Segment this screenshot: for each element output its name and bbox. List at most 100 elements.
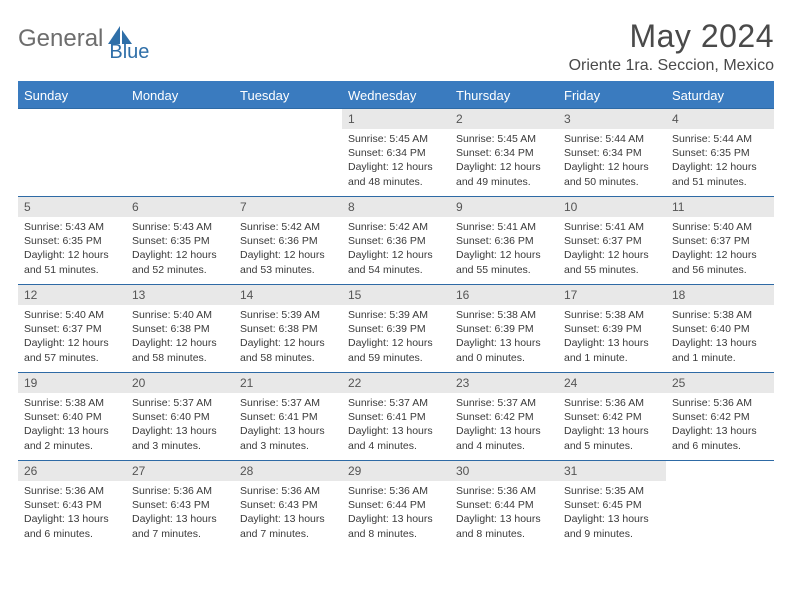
sunset-text: Sunset: 6:44 PM [456,498,552,512]
sunset-text: Sunset: 6:35 PM [132,234,228,248]
weekday-header: Friday [558,82,666,109]
sunset-text: Sunset: 6:40 PM [24,410,120,424]
calendar-day-cell [666,461,774,549]
daylight-text: Daylight: 13 hours and 1 minute. [672,336,768,364]
calendar-day-cell: 23Sunrise: 5:37 AMSunset: 6:42 PMDayligh… [450,373,558,461]
calendar-day-cell: 14Sunrise: 5:39 AMSunset: 6:38 PMDayligh… [234,285,342,373]
day-number: 20 [126,373,234,393]
daylight-text: Daylight: 12 hours and 53 minutes. [240,248,336,276]
calendar-day-cell: 20Sunrise: 5:37 AMSunset: 6:40 PMDayligh… [126,373,234,461]
day-number: 3 [558,109,666,129]
day-details: Sunrise: 5:42 AMSunset: 6:36 PMDaylight:… [342,217,450,281]
daylight-text: Daylight: 12 hours and 55 minutes. [456,248,552,276]
day-number: 1 [342,109,450,129]
day-details: Sunrise: 5:44 AMSunset: 6:34 PMDaylight:… [558,129,666,193]
day-details: Sunrise: 5:45 AMSunset: 6:34 PMDaylight:… [342,129,450,193]
daylight-text: Daylight: 13 hours and 1 minute. [564,336,660,364]
day-details: Sunrise: 5:37 AMSunset: 6:40 PMDaylight:… [126,393,234,457]
day-details: Sunrise: 5:41 AMSunset: 6:37 PMDaylight:… [558,217,666,281]
day-details: Sunrise: 5:40 AMSunset: 6:37 PMDaylight:… [18,305,126,369]
calendar-day-cell: 18Sunrise: 5:38 AMSunset: 6:40 PMDayligh… [666,285,774,373]
calendar-week-row: 26Sunrise: 5:36 AMSunset: 6:43 PMDayligh… [18,461,774,549]
calendar-day-cell: 8Sunrise: 5:42 AMSunset: 6:36 PMDaylight… [342,197,450,285]
daylight-text: Daylight: 12 hours and 51 minutes. [24,248,120,276]
day-number: 21 [234,373,342,393]
sunrise-text: Sunrise: 5:36 AM [348,484,444,498]
calendar-day-cell: 21Sunrise: 5:37 AMSunset: 6:41 PMDayligh… [234,373,342,461]
sunrise-text: Sunrise: 5:41 AM [456,220,552,234]
day-details: Sunrise: 5:36 AMSunset: 6:43 PMDaylight:… [126,481,234,545]
day-number: 11 [666,197,774,217]
day-number: 13 [126,285,234,305]
daylight-text: Daylight: 13 hours and 2 minutes. [24,424,120,452]
calendar-day-cell: 25Sunrise: 5:36 AMSunset: 6:42 PMDayligh… [666,373,774,461]
daylight-text: Daylight: 12 hours and 56 minutes. [672,248,768,276]
sunrise-text: Sunrise: 5:40 AM [132,308,228,322]
day-details: Sunrise: 5:36 AMSunset: 6:42 PMDaylight:… [558,393,666,457]
day-details: Sunrise: 5:37 AMSunset: 6:41 PMDaylight:… [234,393,342,457]
day-details: Sunrise: 5:36 AMSunset: 6:42 PMDaylight:… [666,393,774,457]
daylight-text: Daylight: 12 hours and 59 minutes. [348,336,444,364]
sunrise-text: Sunrise: 5:37 AM [348,396,444,410]
daylight-text: Daylight: 13 hours and 6 minutes. [672,424,768,452]
day-number: 2 [450,109,558,129]
day-details: Sunrise: 5:39 AMSunset: 6:38 PMDaylight:… [234,305,342,369]
day-details: Sunrise: 5:40 AMSunset: 6:38 PMDaylight:… [126,305,234,369]
calendar-day-cell: 19Sunrise: 5:38 AMSunset: 6:40 PMDayligh… [18,373,126,461]
daylight-text: Daylight: 12 hours and 58 minutes. [240,336,336,364]
calendar-week-row: 12Sunrise: 5:40 AMSunset: 6:37 PMDayligh… [18,285,774,373]
weekday-header: Saturday [666,82,774,109]
day-number: 24 [558,373,666,393]
daylight-text: Daylight: 12 hours and 57 minutes. [24,336,120,364]
day-number: 23 [450,373,558,393]
day-number: 7 [234,197,342,217]
sunset-text: Sunset: 6:43 PM [132,498,228,512]
sunset-text: Sunset: 6:34 PM [456,146,552,160]
calendar-day-cell: 22Sunrise: 5:37 AMSunset: 6:41 PMDayligh… [342,373,450,461]
calendar-day-cell: 28Sunrise: 5:36 AMSunset: 6:43 PMDayligh… [234,461,342,549]
month-title: May 2024 [569,18,774,55]
sunrise-text: Sunrise: 5:42 AM [348,220,444,234]
daylight-text: Daylight: 13 hours and 8 minutes. [348,512,444,540]
sunset-text: Sunset: 6:40 PM [132,410,228,424]
day-number: 6 [126,197,234,217]
sunset-text: Sunset: 6:38 PM [240,322,336,336]
sunrise-text: Sunrise: 5:45 AM [348,132,444,146]
sunset-text: Sunset: 6:39 PM [456,322,552,336]
calendar-day-cell: 29Sunrise: 5:36 AMSunset: 6:44 PMDayligh… [342,461,450,549]
day-details: Sunrise: 5:37 AMSunset: 6:41 PMDaylight:… [342,393,450,457]
title-block: May 2024 Oriente 1ra. Seccion, Mexico [569,18,774,75]
sunset-text: Sunset: 6:36 PM [456,234,552,248]
sunrise-text: Sunrise: 5:43 AM [132,220,228,234]
day-number: 5 [18,197,126,217]
sunrise-text: Sunrise: 5:43 AM [24,220,120,234]
day-details: Sunrise: 5:38 AMSunset: 6:39 PMDaylight:… [558,305,666,369]
logo-word-2: Blue [109,41,149,64]
daylight-text: Daylight: 13 hours and 7 minutes. [240,512,336,540]
sunset-text: Sunset: 6:41 PM [348,410,444,424]
day-details: Sunrise: 5:36 AMSunset: 6:43 PMDaylight:… [18,481,126,545]
day-number: 18 [666,285,774,305]
calendar-day-cell: 31Sunrise: 5:35 AMSunset: 6:45 PMDayligh… [558,461,666,549]
day-number: 31 [558,461,666,481]
day-details: Sunrise: 5:38 AMSunset: 6:40 PMDaylight:… [666,305,774,369]
sunrise-text: Sunrise: 5:40 AM [24,308,120,322]
weekday-header: Sunday [18,82,126,109]
calendar-day-cell: 30Sunrise: 5:36 AMSunset: 6:44 PMDayligh… [450,461,558,549]
sunrise-text: Sunrise: 5:36 AM [456,484,552,498]
daylight-text: Daylight: 12 hours and 50 minutes. [564,160,660,188]
sunset-text: Sunset: 6:44 PM [348,498,444,512]
day-details: Sunrise: 5:43 AMSunset: 6:35 PMDaylight:… [18,217,126,281]
calendar-day-cell [126,109,234,197]
sunset-text: Sunset: 6:37 PM [24,322,120,336]
day-details: Sunrise: 5:39 AMSunset: 6:39 PMDaylight:… [342,305,450,369]
calendar-day-cell: 12Sunrise: 5:40 AMSunset: 6:37 PMDayligh… [18,285,126,373]
sunset-text: Sunset: 6:42 PM [456,410,552,424]
logo: General Blue [18,18,175,53]
calendar-day-cell: 13Sunrise: 5:40 AMSunset: 6:38 PMDayligh… [126,285,234,373]
calendar-table: Sunday Monday Tuesday Wednesday Thursday… [18,81,774,549]
weekday-header: Monday [126,82,234,109]
sunrise-text: Sunrise: 5:37 AM [456,396,552,410]
sunset-text: Sunset: 6:37 PM [672,234,768,248]
daylight-text: Daylight: 12 hours and 55 minutes. [564,248,660,276]
